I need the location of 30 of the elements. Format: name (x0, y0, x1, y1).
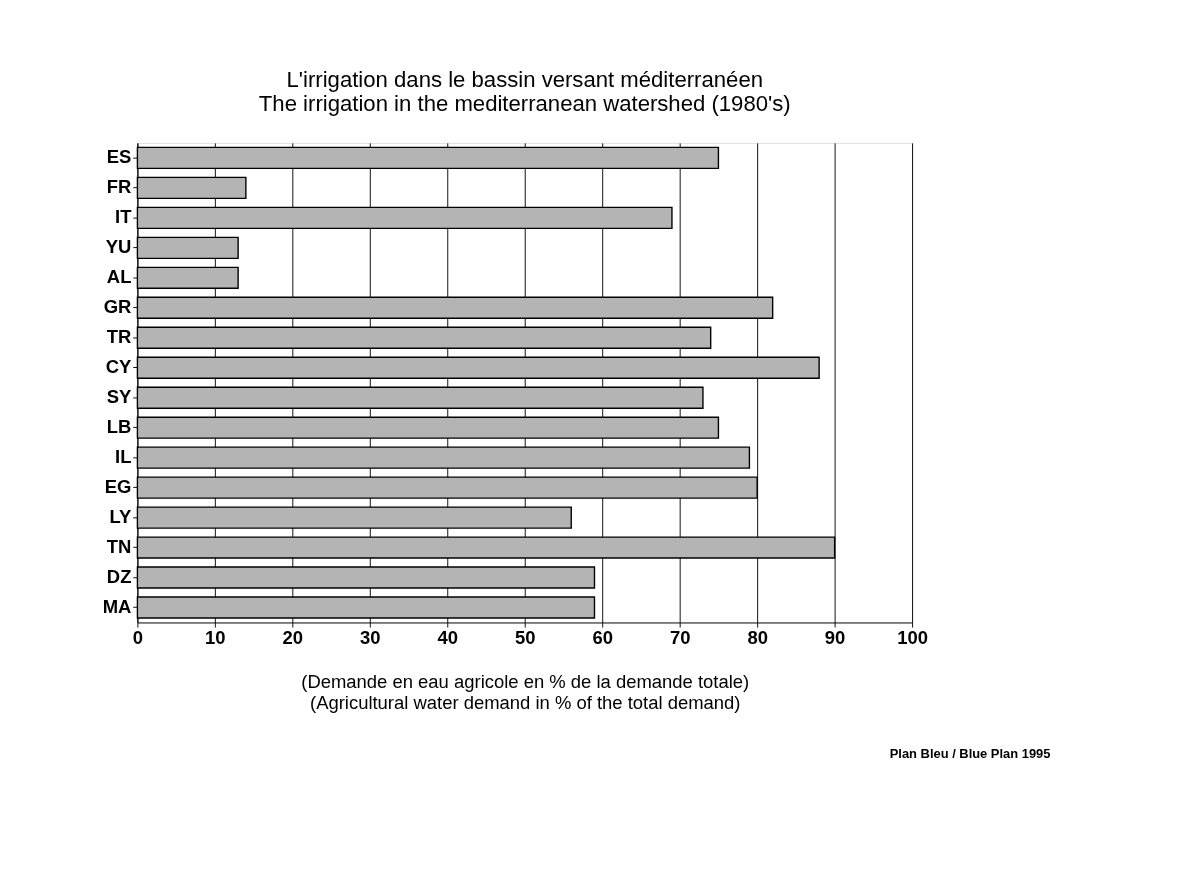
y-tick-label: CY (105, 356, 132, 378)
y-tick-label: YU (105, 236, 132, 258)
y-tick-label: GR (103, 296, 132, 318)
y-tick-label: TN (106, 536, 132, 558)
y-tick-label: TR (106, 326, 132, 348)
x-tick-label: 0 (132, 627, 144, 649)
x-tick-label: 60 (592, 627, 613, 649)
x-tick-label: 20 (282, 627, 304, 649)
y-tick-label: ES (106, 146, 132, 168)
x-tick-label: 70 (669, 627, 691, 649)
x-tick-label: 100 (897, 627, 928, 649)
y-tick-label: SY (106, 386, 132, 408)
y-tick-label: LY (109, 506, 132, 528)
y-tick-label: FR (106, 176, 132, 198)
y-tick-label: EG (104, 476, 132, 498)
y-tick-label: AL (106, 266, 132, 288)
x-tick-label: 40 (437, 627, 459, 649)
x-tick-label: 80 (747, 627, 768, 649)
x-tick-label: 50 (514, 627, 536, 649)
y-tick-label: MA (102, 596, 132, 618)
text: Plan Bleu / Blue Plan 1995 (889, 746, 1051, 762)
y-tick-label: DZ (106, 566, 132, 588)
y-tick-label: LB (106, 416, 132, 438)
x-tick-label: 90 (824, 627, 846, 649)
y-tick-label: IT (115, 206, 133, 228)
chart-title: L'irrigation dans le bassin versant méditerranéen The irrigation in the mediterranean watershed (1980's) (258, 66, 791, 116)
y-tick-label: IL (115, 446, 132, 468)
x-tick-label: 30 (360, 627, 381, 649)
x-tick-label: 10 (205, 627, 226, 649)
x-axis-title: (Demande en eau agricole en % de la demande totale) (Agricultural water demand in % of the total demand) (301, 671, 750, 713)
